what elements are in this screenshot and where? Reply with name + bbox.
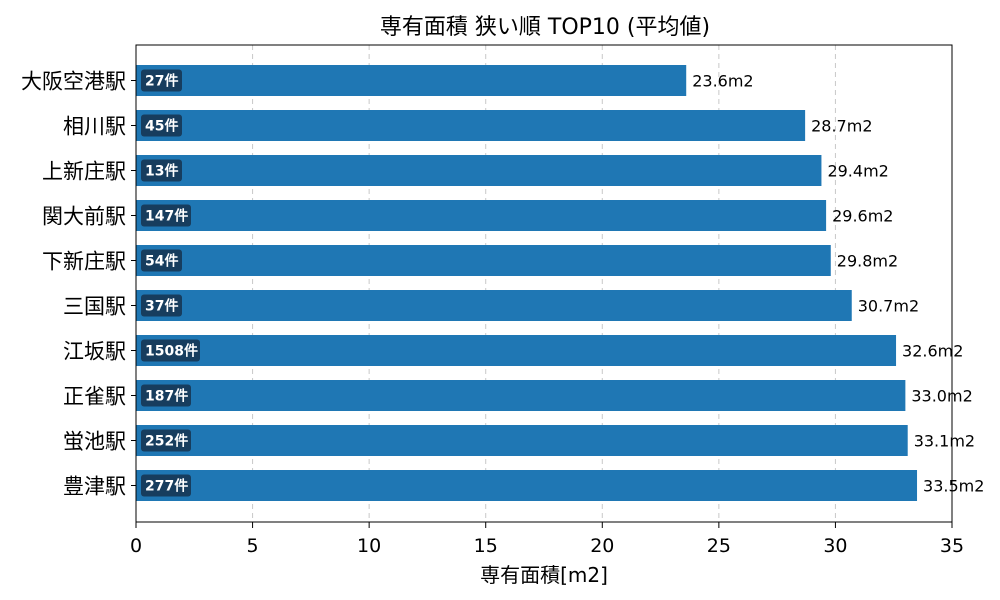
count-badge — [141, 204, 191, 227]
count-badge — [141, 429, 191, 452]
value-label: 33.0m2 — [911, 387, 972, 406]
x-tick-label: 35 — [940, 535, 964, 557]
count-badge — [141, 294, 182, 317]
chart-title: 専有面積 狭い順 TOP10 (平均値) — [380, 15, 710, 40]
bar — [136, 155, 822, 186]
y-tick-label: 上新庄駅 — [42, 160, 126, 184]
plot-frame — [135, 44, 953, 523]
count-badge — [141, 384, 191, 407]
y-tick-label: 豊津駅 — [63, 475, 126, 499]
value-label: 33.5m2 — [923, 477, 984, 496]
x-tick-label: 30 — [823, 535, 847, 557]
value-label: 29.8m2 — [837, 252, 898, 271]
x-tick-label: 0 — [130, 535, 142, 557]
value-label: 29.4m2 — [827, 162, 888, 181]
bar — [136, 200, 827, 231]
x-axis-label: 専有面積[m2] — [480, 563, 608, 587]
value-label: 33.1m2 — [914, 432, 975, 451]
x-tick-label: 20 — [590, 535, 614, 557]
bar — [136, 335, 897, 366]
y-tick-label: 三国駅 — [63, 295, 126, 319]
bar — [136, 65, 687, 96]
count-label: 45件 — [145, 118, 178, 135]
count-badge — [141, 159, 182, 182]
count-label: 147件 — [145, 208, 188, 225]
count-label: 252件 — [145, 433, 188, 450]
y-tick-label: 相川駅 — [63, 115, 126, 139]
count-label: 27件 — [145, 73, 178, 90]
bar — [136, 380, 906, 411]
value-label: 32.6m2 — [902, 342, 963, 361]
count-badge — [141, 249, 182, 272]
count-label: 277件 — [145, 478, 188, 495]
count-badge — [141, 474, 191, 497]
count-label: 1508件 — [145, 343, 198, 360]
y-tick-label: 正雀駅 — [63, 385, 126, 409]
count-badge — [141, 69, 182, 92]
bar — [136, 110, 806, 141]
bars: 27件 23.6m2 45件 28.7m2 13件 29.4m2 147件 29.6m2 54件… — [136, 65, 984, 501]
y-tick-label: 大阪空港駅 — [21, 70, 126, 94]
count-label: 37件 — [145, 298, 178, 315]
y-tick-label: 江坂駅 — [63, 340, 126, 364]
value-label: 30.7m2 — [858, 297, 919, 316]
value-label: 23.6m2 — [692, 72, 753, 91]
x-axis: 0 5 10 15 20 25 30 35 — [130, 522, 964, 557]
count-label: 54件 — [145, 253, 178, 270]
x-tick-label: 15 — [474, 535, 498, 557]
bar — [136, 245, 831, 276]
value-label: 29.6m2 — [832, 207, 893, 226]
x-tick-label: 25 — [707, 535, 731, 557]
y-tick-label: 関大前駅 — [42, 205, 126, 229]
count-label: 187件 — [145, 388, 188, 405]
y-tick-label: 下新庄駅 — [42, 250, 126, 274]
count-label: 13件 — [145, 163, 178, 180]
x-tick-label: 5 — [247, 535, 259, 557]
value-label: 28.7m2 — [811, 117, 872, 136]
y-tick-label: 蛍池駅 — [63, 430, 126, 454]
bar — [136, 290, 852, 321]
count-badge — [141, 339, 200, 362]
bar — [136, 470, 918, 501]
x-tick-label: 10 — [357, 535, 381, 557]
count-badge — [141, 114, 182, 137]
bar — [136, 425, 908, 456]
